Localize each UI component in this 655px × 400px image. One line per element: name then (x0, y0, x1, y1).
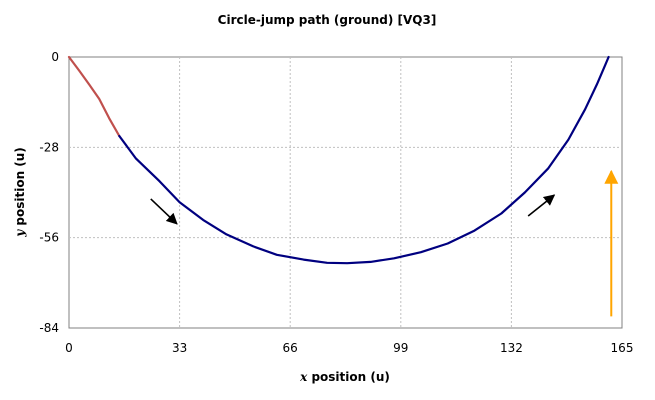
tick-labels: 0 33 66 99 132 165 0 -28 -56 -84 (39, 50, 633, 355)
y-tick-label: 0 (51, 50, 59, 64)
chart-title: Circle-jump path (ground) [VQ3] (218, 13, 437, 27)
direction-arrow (527, 194, 556, 217)
y-tick-label: -84 (39, 321, 59, 335)
x-tick-label: 0 (65, 341, 73, 355)
x-tick-label: 66 (283, 341, 298, 355)
grid (69, 57, 622, 328)
y-axis-label: y position (u) (13, 147, 27, 238)
x-tick-label: 99 (393, 341, 408, 355)
x-tick-label: 132 (500, 341, 523, 355)
x-tick-label: 165 (611, 341, 634, 355)
series-line-2 (118, 55, 610, 265)
annotations (150, 169, 619, 317)
series-lines (67, 55, 610, 265)
x-axis-label: x position (u) (299, 370, 390, 384)
series-line-1 (67, 55, 121, 138)
plot-area (68, 56, 623, 329)
direction-arrow (150, 198, 178, 225)
x-tick-label: 33 (172, 341, 187, 355)
y-tick-label: -56 (39, 231, 59, 245)
y-tick-label: -28 (39, 140, 59, 154)
